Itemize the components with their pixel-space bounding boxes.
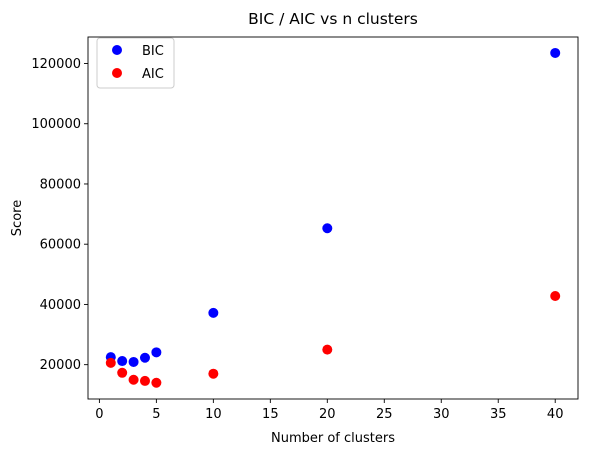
x-tick-label-6: 30 — [433, 407, 450, 422]
point-bic-7 — [550, 47, 561, 58]
x-tick-label-5: 25 — [376, 407, 393, 422]
point-bic-4 — [151, 347, 162, 358]
y-tick-label-4: 100000 — [31, 117, 81, 132]
point-bic-1 — [117, 356, 128, 367]
y-tick-label-2: 60000 — [40, 238, 81, 253]
point-aic-5 — [208, 368, 219, 379]
point-bic-6 — [322, 223, 333, 234]
data-points — [105, 47, 561, 388]
legend-label-bic: BIC — [142, 44, 164, 59]
point-bic-2 — [128, 356, 139, 367]
x-tick-label-2: 10 — [205, 407, 222, 422]
x-tick-label-0: 0 — [95, 407, 103, 422]
legend-marker-bic — [112, 45, 122, 55]
point-aic-7 — [550, 291, 561, 301]
x-axis-label: Number of clusters — [271, 431, 395, 446]
x-axis: 0 5 10 15 20 25 30 35 40 — [95, 399, 563, 422]
legend: BIC AIC — [96, 37, 175, 89]
point-bic-3 — [139, 352, 150, 363]
plot-frame — [87, 36, 579, 400]
chart-title: BIC / AIC vs n clusters — [248, 10, 418, 28]
x-tick-label-3: 15 — [262, 407, 279, 422]
y-axis-label: Score — [10, 200, 25, 236]
x-tick-label-1: 5 — [152, 407, 160, 422]
point-aic-3 — [139, 375, 150, 386]
x-tick-label-7: 35 — [490, 407, 507, 422]
point-aic-2 — [128, 374, 139, 385]
y-axis: 20000 40000 60000 80000 100000 120000 — [31, 57, 88, 373]
x-tick-label-8: 40 — [547, 407, 564, 422]
y-tick-label-0: 20000 — [40, 358, 81, 373]
point-bic-5 — [208, 307, 219, 318]
legend-label-aic: AIC — [142, 67, 164, 82]
point-aic-1 — [117, 367, 128, 378]
y-tick-label-1: 40000 — [40, 298, 81, 313]
x-tick-label-4: 20 — [319, 407, 336, 422]
point-aic-0 — [105, 357, 116, 368]
legend-marker-aic — [112, 68, 122, 78]
point-aic-6 — [322, 344, 333, 355]
point-aic-4 — [151, 377, 162, 388]
y-tick-label-3: 80000 — [40, 177, 81, 192]
y-tick-label-5: 120000 — [31, 57, 81, 72]
